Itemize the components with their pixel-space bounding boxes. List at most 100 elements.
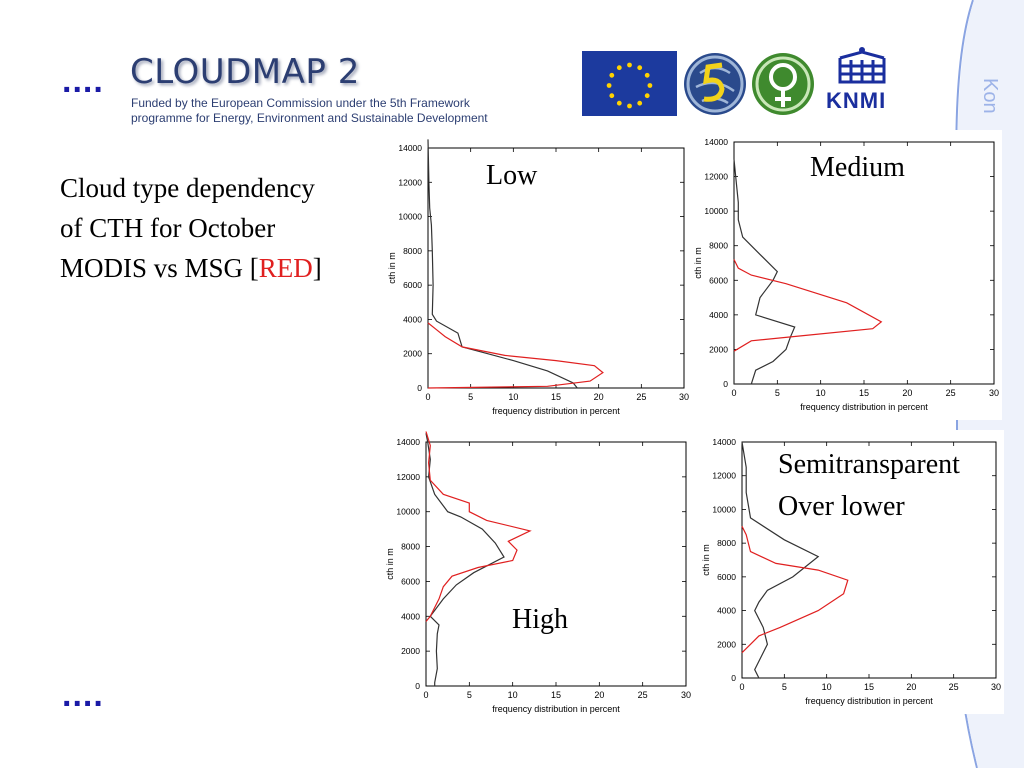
x-tick-label: 10	[816, 388, 826, 398]
y-tick-label: 4000	[717, 606, 736, 616]
y-tick-label: 14000	[704, 137, 728, 147]
x-tick-label: 5	[467, 690, 472, 700]
y-tick-label: 0	[731, 673, 736, 683]
x-tick-label: 15	[551, 690, 561, 700]
x-tick-label: 10	[822, 682, 832, 692]
y-tick-label: 14000	[398, 143, 422, 153]
chart-semitransparent: 0 5 10 15 20 25 30 0 2000 4000 6000 8000 10000 12000 1…	[700, 430, 1004, 714]
green-partner-logo-icon	[750, 51, 816, 117]
y-tick-label: 4000	[709, 310, 728, 320]
series-line-msg	[733, 259, 883, 352]
y-tick-label: 4000	[403, 314, 422, 324]
series-line-msg	[425, 431, 532, 622]
x-tick-label: 15	[859, 388, 869, 398]
x-axis-label: frequency distribution in percent	[492, 704, 620, 714]
x-tick-label: 0	[423, 690, 428, 700]
knmi-logo: KNMI	[820, 46, 904, 116]
cloudmap-logo-title: CLOUDMAP 2	[130, 52, 360, 92]
y-tick-label: 8000	[709, 241, 728, 251]
bullet-dots-bottom: ....	[62, 676, 104, 714]
x-tick-label: 5	[468, 392, 473, 402]
x-tick-label: 30	[991, 682, 1001, 692]
side-vertical-text: Kon	[979, 78, 1001, 114]
chart-low: 0 5 10 15 20 25 30 0 2000 4000 6000 8000 10000 12000 1…	[386, 136, 692, 424]
chart-medium: 0 5 10 15 20 25 30 0 2000 4000 6000 8000 10000 12000 1…	[692, 130, 1002, 420]
eu-flag-icon	[582, 51, 677, 116]
y-tick-label: 12000	[704, 172, 728, 182]
headline-line-3-suffix: ]	[312, 253, 322, 283]
series-line-modis	[425, 433, 505, 686]
y-tick-label: 0	[723, 379, 728, 389]
x-tick-label: 0	[425, 392, 430, 402]
headline-line-3: MODIS vs MSG [RED]	[60, 248, 322, 288]
y-tick-label: 12000	[712, 471, 736, 481]
y-tick-label: 2000	[709, 344, 728, 354]
x-axis-label: frequency distribution in percent	[805, 696, 933, 706]
y-tick-label: 8000	[401, 542, 420, 552]
plot-frame	[425, 441, 687, 687]
headline-line-3-prefix: MODIS vs MSG [	[60, 253, 259, 283]
chart-medium-svg: 0 5 10 15 20 25 30 0 2000 4000 6000 8000 10000 12000 1…	[693, 137, 999, 412]
slide-headline: Cloud type dependency of CTH for October…	[60, 168, 322, 288]
crown-icon	[838, 47, 886, 84]
y-tick-label: 12000	[396, 472, 420, 482]
y-tick-label: 2000	[401, 646, 420, 656]
y-tick-label: 14000	[396, 437, 420, 447]
cloudmap-logo-line2: programme for Energy, Environment and Su…	[131, 111, 488, 125]
y-tick-label: 2000	[717, 639, 736, 649]
x-tick-label: 25	[946, 388, 956, 398]
x-tick-label: 5	[782, 682, 787, 692]
x-tick-label: 20	[594, 392, 604, 402]
headline-line-2: of CTH for October	[60, 213, 276, 243]
y-tick-label: 10000	[396, 507, 420, 517]
series-line-msg	[741, 526, 849, 654]
chart-semitransparent-title: Semitransparent Over lower	[778, 449, 960, 522]
x-axis-label: frequency distribution in percent	[800, 402, 928, 412]
y-tick-label: 6000	[709, 275, 728, 285]
knmi-logo-text: KNMI	[826, 88, 887, 113]
y-axis-label: cth in m	[693, 247, 703, 279]
y-axis-label: cth in m	[387, 252, 397, 284]
x-tick-label: 20	[594, 690, 604, 700]
y-tick-label: 6000	[401, 576, 420, 586]
y-tick-label: 6000	[717, 572, 736, 582]
y-tick-label: 2000	[403, 349, 422, 359]
x-tick-label: 10	[508, 392, 518, 402]
x-tick-label: 20	[902, 388, 912, 398]
headline-line-1: Cloud type dependency	[60, 173, 315, 203]
y-tick-label: 14000	[712, 437, 736, 447]
chart-medium-title: Medium	[810, 152, 905, 183]
y-tick-label: 6000	[403, 280, 422, 290]
x-tick-label: 0	[739, 682, 744, 692]
x-tick-label: 25	[636, 392, 646, 402]
cloudmap-logo-line1: Funded by the European Commission under …	[131, 96, 470, 110]
x-tick-label: 10	[508, 690, 518, 700]
y-tick-label: 10000	[712, 504, 736, 514]
y-tick-label: 8000	[403, 246, 422, 256]
series-line-modis	[733, 159, 796, 385]
series-line-modis	[427, 139, 578, 389]
x-tick-label: 25	[638, 690, 648, 700]
y-tick-label: 0	[415, 681, 420, 691]
x-tick-label: 30	[681, 690, 691, 700]
x-tick-label: 30	[989, 388, 999, 398]
fifth-framework-logo-icon	[682, 51, 748, 117]
y-axis-label: cth in m	[701, 544, 711, 576]
x-axis-label: frequency distribution in percent	[492, 406, 620, 416]
y-tick-label: 10000	[398, 212, 422, 222]
chart-semitransparent-svg: 0 5 10 15 20 25 30 0 2000 4000 6000 8000 10000 12000 1…	[701, 437, 1001, 706]
chart-low-svg: 0 5 10 15 20 25 30 0 2000 4000 6000 8000 10000 12000 1…	[387, 139, 689, 416]
bullet-dots-top: ....	[62, 62, 104, 100]
chart-high-title: High	[512, 604, 568, 635]
x-tick-label: 15	[864, 682, 874, 692]
y-tick-label: 0	[417, 383, 422, 393]
x-tick-label: 15	[551, 392, 561, 402]
x-tick-label: 25	[949, 682, 959, 692]
plot-frame	[427, 147, 685, 389]
headline-red-label: RED	[258, 253, 313, 283]
y-tick-label: 10000	[704, 206, 728, 216]
y-tick-label: 12000	[398, 177, 422, 187]
y-tick-label: 4000	[401, 611, 420, 621]
y-tick-label: 8000	[717, 538, 736, 548]
x-tick-label: 0	[731, 388, 736, 398]
